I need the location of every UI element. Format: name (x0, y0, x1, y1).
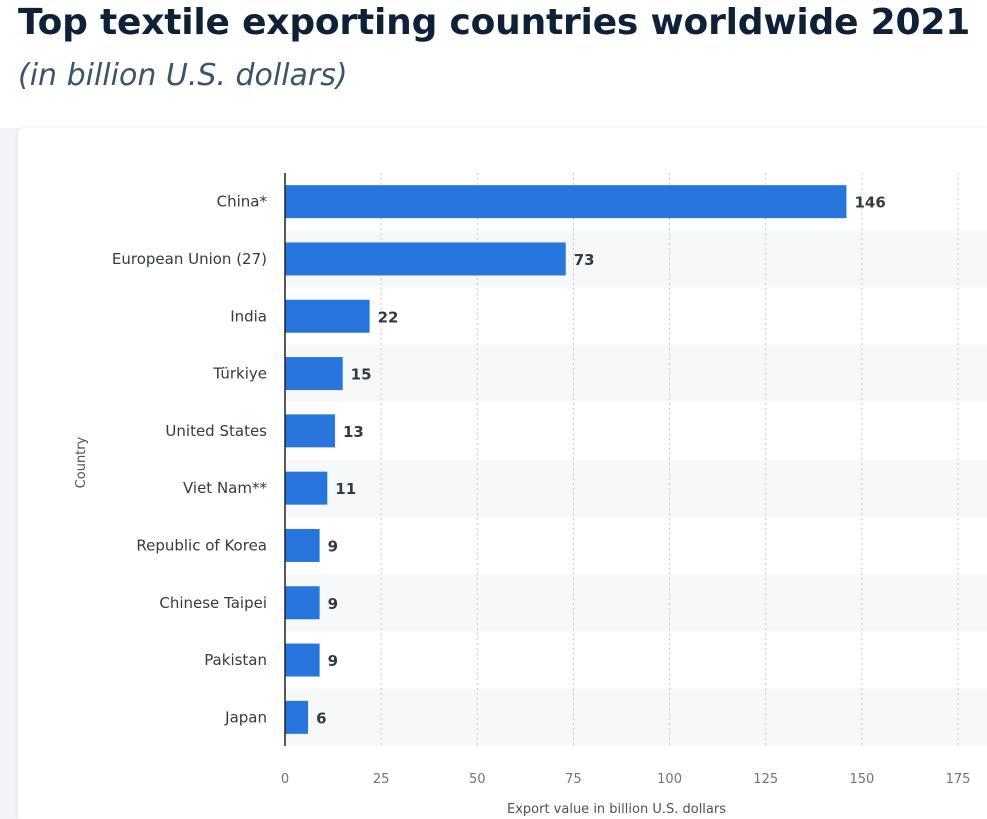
category-label: China* (217, 193, 268, 211)
y-axis-title: Country (74, 436, 89, 488)
bar[interactable] (285, 299, 370, 333)
row-band (285, 688, 987, 746)
value-label: 146 (854, 194, 885, 212)
row-band (285, 459, 987, 517)
x-tick-label: 175 (946, 772, 971, 787)
category-label: Chinese Taipei (159, 594, 267, 612)
value-label: 22 (378, 308, 399, 326)
bar[interactable] (285, 586, 320, 620)
x-tick-label: 0 (281, 772, 289, 787)
bar[interactable] (285, 471, 328, 505)
category-label: Republic of Korea (136, 536, 267, 554)
chart-title: Top textile exporting countries worldwid… (18, 2, 971, 43)
bar[interactable] (285, 700, 309, 734)
x-tick-label: 50 (469, 772, 486, 787)
x-tick-label: 125 (753, 772, 778, 787)
row-bands (285, 230, 987, 746)
category-label: European Union (27) (112, 250, 267, 268)
category-label: Viet Nam** (183, 479, 268, 497)
chart-card: China* 146 European Union (27) 73 India 22 Tür… (18, 128, 987, 819)
bar[interactable] (285, 357, 343, 391)
bar-chart: China* 146 European Union (27) 73 India 22 Tür… (74, 173, 987, 817)
bar[interactable] (285, 528, 320, 562)
category-label: Pakistan (204, 651, 267, 669)
x-tick-label: 25 (373, 772, 390, 787)
bar[interactable] (285, 643, 320, 677)
chart-subtitle: (in billion U.S. dollars) (18, 58, 348, 93)
row-band (285, 344, 987, 403)
header: Top textile exporting countries worldwid… (0, 0, 987, 128)
category-label: Japan (224, 708, 267, 726)
value-label: 9 (328, 595, 338, 613)
value-label: 6 (316, 709, 326, 727)
category-label: Türkiye (212, 365, 267, 383)
x-tick-label: 100 (657, 772, 682, 787)
category-label: India (230, 307, 267, 325)
row-band (285, 574, 987, 632)
value-label: 15 (351, 366, 372, 384)
value-label: 11 (335, 480, 356, 498)
x-tick-label: 75 (565, 772, 582, 787)
bar[interactable] (285, 185, 847, 219)
bar[interactable] (285, 414, 335, 448)
category-label: United States (165, 422, 267, 440)
x-axis-title: Export value in billion U.S. dollars (507, 802, 726, 817)
bar[interactable] (285, 242, 566, 276)
value-label: 9 (328, 537, 338, 555)
value-label: 13 (343, 423, 364, 441)
gridlines (380, 173, 959, 746)
value-label: 73 (574, 251, 595, 269)
value-label: 9 (328, 652, 338, 670)
x-tick-label: 150 (849, 772, 874, 787)
